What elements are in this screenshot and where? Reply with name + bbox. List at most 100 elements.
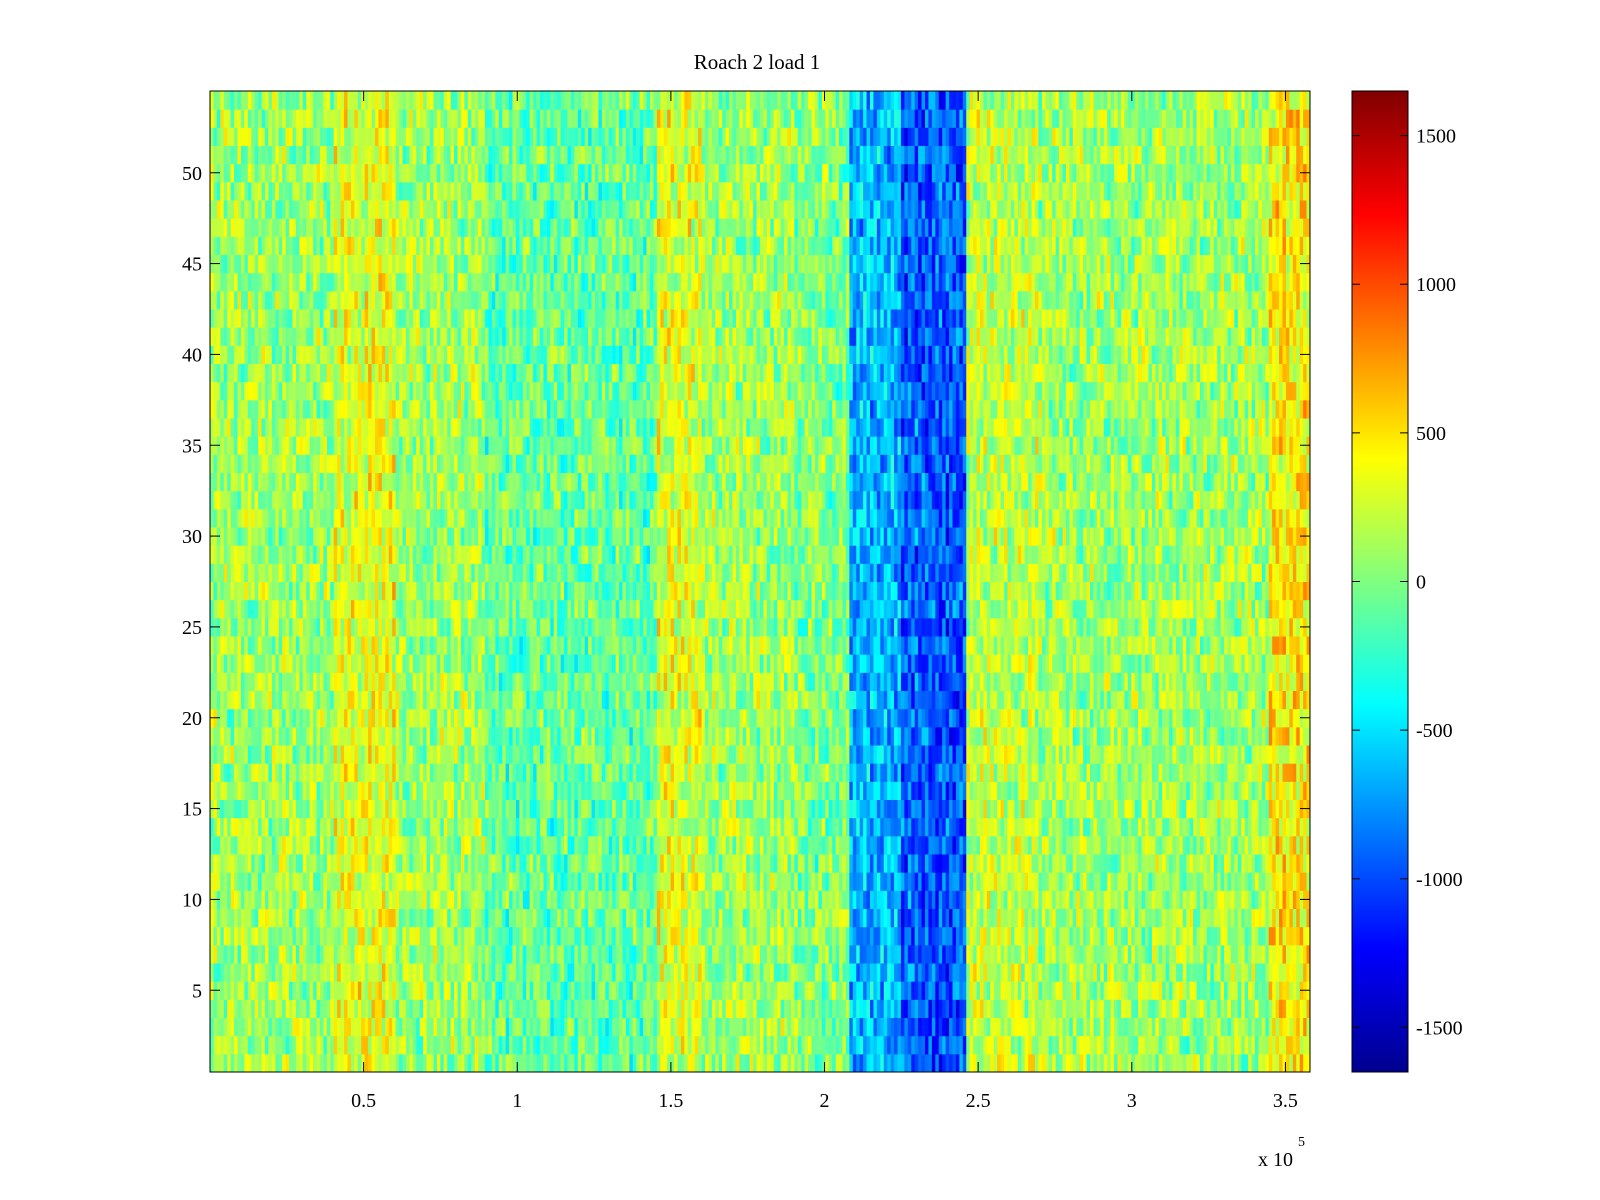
heatmap-cell (443, 890, 448, 909)
heatmap-cell (938, 926, 943, 946)
heatmap-cell (302, 981, 307, 1000)
heatmap-cell (942, 963, 947, 982)
heatmap-cell (378, 908, 383, 928)
heatmap-cell (691, 781, 696, 800)
heatmap-cell (636, 835, 641, 855)
heatmap-cell (533, 872, 538, 891)
heatmap-cell (1282, 944, 1287, 964)
heatmap-cell (436, 999, 441, 1018)
heatmap-cell (1100, 817, 1105, 837)
heatmap-cell (522, 872, 527, 891)
heatmap-cell (969, 835, 974, 855)
heatmap-cell (430, 835, 434, 855)
heatmap-cell (845, 854, 850, 873)
heatmap-cell (505, 981, 510, 1000)
heatmap-cell (1114, 944, 1118, 964)
heatmap-cell (447, 999, 452, 1018)
heatmap-cell (309, 981, 314, 1000)
heatmap-cell (986, 854, 991, 873)
heatmap-cell (265, 781, 269, 800)
heatmap-cell (598, 981, 603, 1000)
heatmap-cell (550, 890, 555, 909)
heatmap-cell (557, 1035, 562, 1055)
heatmap-cell (684, 835, 689, 855)
heatmap-cell (777, 799, 782, 819)
heatmap-cell (619, 944, 623, 964)
heatmap-cell (718, 872, 723, 891)
heatmap-cell (595, 944, 599, 964)
heatmap-cell (1069, 1017, 1074, 1037)
heatmap-cell (330, 799, 335, 819)
heatmap-cell (495, 854, 500, 873)
heatmap-cell (1255, 872, 1259, 891)
heatmap-cell (557, 908, 562, 928)
heatmap-cell (368, 890, 373, 909)
heatmap-cell (533, 1035, 538, 1055)
heatmap-cell (399, 1053, 403, 1073)
heatmap-cell (629, 872, 634, 891)
heatmap-cell (1275, 835, 1280, 855)
heatmap-cell (546, 944, 551, 964)
heatmap-cell (240, 926, 245, 946)
heatmap-cell (900, 1017, 905, 1037)
heatmap-cell (488, 981, 493, 1000)
heatmap-cell (419, 835, 424, 855)
heatmap-cell (1055, 799, 1060, 819)
heatmap-cell (1103, 944, 1108, 964)
heatmap-cell (1021, 908, 1026, 928)
heatmap-cell (330, 835, 335, 855)
heatmap-cell (684, 781, 689, 800)
heatmap-cell (485, 890, 489, 909)
heatmap-cell (412, 1053, 417, 1073)
heatmap-cell (873, 1035, 878, 1055)
heatmap-cell (588, 799, 593, 819)
heatmap-cell (808, 1053, 813, 1073)
heatmap-cell (344, 781, 348, 800)
heatmap-cell (790, 1017, 795, 1037)
heatmap-cell (694, 835, 699, 855)
heatmap-cell (718, 781, 723, 800)
heatmap-cell (330, 1053, 335, 1073)
heatmap-cell (460, 817, 465, 837)
heatmap-cell (447, 817, 452, 837)
heatmap-cell (839, 1017, 843, 1037)
heatmap-cell (890, 799, 895, 819)
heatmap-cell (522, 1035, 527, 1055)
heatmap-cell (1052, 981, 1057, 1000)
heatmap-cell (612, 781, 617, 800)
heatmap-cell (378, 981, 383, 1000)
heatmap-cell (265, 1017, 269, 1037)
heatmap-cell (471, 908, 476, 928)
heatmap-cell (756, 1035, 761, 1055)
heatmap-cell (412, 908, 417, 928)
heatmap-cell (1117, 908, 1122, 928)
heatmap-cell (1141, 872, 1146, 891)
heatmap-cell (1272, 799, 1277, 819)
heatmap-cell (289, 781, 293, 800)
heatmap-cell (1206, 817, 1211, 837)
heatmap-cell (1213, 799, 1218, 819)
heatmap-cell (1151, 944, 1156, 964)
heatmap-cell (1165, 799, 1170, 819)
heatmap-cell (818, 835, 823, 855)
heatmap-cell (416, 890, 421, 909)
heatmap-cell (495, 890, 500, 909)
heatmap-cell (656, 872, 661, 891)
heatmap-cell (708, 872, 713, 891)
heatmap-cell (1282, 908, 1287, 928)
heatmap-cell (512, 981, 517, 1000)
heatmap-cell (1296, 854, 1301, 873)
heatmap-cell (1268, 926, 1273, 946)
heatmap-cell (622, 817, 627, 837)
heatmap-cell (1127, 981, 1132, 1000)
heatmap-cell (601, 817, 606, 837)
heatmap-cell (282, 854, 287, 873)
heatmap-cell (1000, 799, 1005, 819)
heatmap-cell (804, 981, 809, 1000)
heatmap-cell (251, 799, 256, 819)
heatmap-cell (1189, 981, 1194, 1000)
heatmap-cell (467, 926, 472, 946)
heatmap-cell (729, 854, 733, 873)
heatmap-cell (650, 981, 654, 1000)
heatmap-cell (285, 872, 290, 891)
